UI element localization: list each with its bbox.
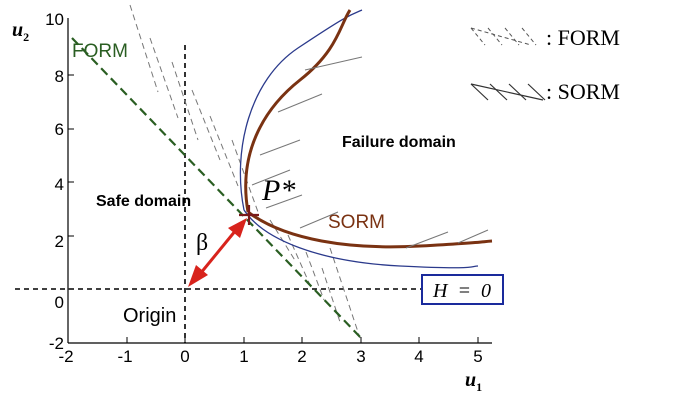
beta-label: β xyxy=(196,230,208,256)
legend-form-label: : FORM xyxy=(546,25,620,50)
y-axis-title-sub: 2 xyxy=(23,30,29,44)
y-tick-label: 8 xyxy=(55,67,64,86)
legend: : FORM : SORM xyxy=(470,25,620,104)
x-axis-title-sub: 1 xyxy=(476,380,482,394)
design-point-marker xyxy=(239,205,259,225)
beta-arrow-shaft xyxy=(198,229,238,275)
x-axis-title-base: u xyxy=(465,369,476,391)
y-tick-label: 6 xyxy=(55,120,64,139)
x-tick-label: 4 xyxy=(414,347,423,366)
y-tick-label: 4 xyxy=(55,175,64,194)
x-tick-labels: -2 -1 0 1 2 3 4 5 xyxy=(58,347,482,366)
form-hatch-lines xyxy=(129,4,361,339)
legend-sorm-swatch xyxy=(470,83,546,101)
sorm-curve xyxy=(244,9,493,249)
x-tick-label: 5 xyxy=(473,347,482,366)
x-tick-label: -1 xyxy=(117,347,132,366)
y-tick-label: 10 xyxy=(45,10,64,29)
legend-form-swatch xyxy=(470,27,537,46)
form-curve-label: FORM xyxy=(72,41,128,62)
failure-domain-label: Failure domain xyxy=(342,134,456,151)
y-axis-title-base: u xyxy=(12,19,23,41)
legend-sorm-label: : SORM xyxy=(546,79,620,104)
y-tick-label: 2 xyxy=(55,232,64,251)
limit-state-curve xyxy=(239,9,479,269)
limit-state-label: H = 0 xyxy=(432,280,491,302)
beta-arrow-head-upper xyxy=(228,218,247,238)
origin-label: Origin xyxy=(123,305,176,327)
y-axis-title: u2 xyxy=(12,19,29,44)
beta-arrow xyxy=(188,218,247,287)
axis-ticks xyxy=(67,74,479,343)
safe-domain-label: Safe domain xyxy=(96,193,191,210)
y-tick-label: 0 xyxy=(55,293,64,312)
limit-state-box xyxy=(421,274,504,305)
x-tick-label: 2 xyxy=(297,347,306,366)
sorm-curve-label: SORM xyxy=(328,212,385,233)
form-tangent-line xyxy=(71,37,364,341)
x-tick-label: 0 xyxy=(180,347,189,366)
x-tick-label: 1 xyxy=(239,347,248,366)
x-tick-label: -2 xyxy=(58,347,73,366)
y-tick-labels: -2 0 2 4 6 8 10 xyxy=(45,10,64,353)
sorm-hatch-lines xyxy=(251,56,489,249)
x-tick-label: 3 xyxy=(356,347,365,366)
x-axis-title: u1 xyxy=(465,369,482,394)
beta-arrow-head-lower xyxy=(188,265,208,287)
design-point-label: P* xyxy=(261,174,295,207)
y-tick-label: -2 xyxy=(49,334,64,353)
